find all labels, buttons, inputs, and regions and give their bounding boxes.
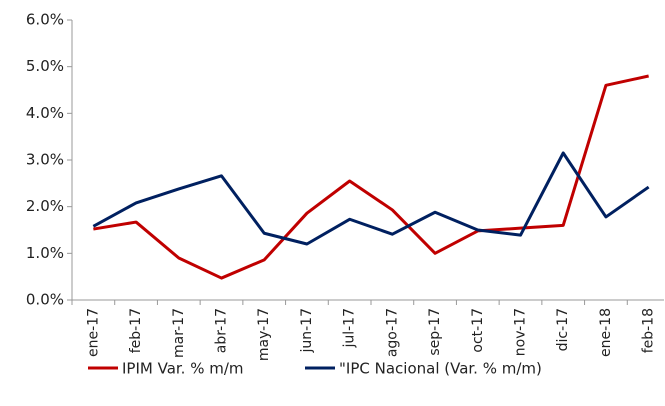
y-tick-label: 2.0% — [26, 197, 64, 215]
x-tick-label: oct-17 — [470, 308, 486, 353]
y-tick-label: 0.0% — [26, 291, 64, 309]
y-tick-label: 6.0% — [26, 11, 64, 29]
legend-label: "IPC Nacional (Var. % m/m) — [339, 360, 542, 378]
x-tick-label: jul-17 — [342, 308, 358, 349]
x-tick-label: ago-17 — [384, 308, 400, 357]
x-tick-label: feb-18 — [641, 308, 657, 353]
x-tick-label: nov-17 — [513, 308, 529, 356]
y-tick-label: 3.0% — [26, 151, 64, 169]
x-tick-label: jun-17 — [299, 308, 315, 354]
legend-label: IPIM Var. % m/m — [122, 360, 244, 378]
x-tick-label: dic-17 — [555, 308, 571, 351]
series-line — [92, 151, 650, 246]
x-tick-label: mar-17 — [171, 308, 187, 358]
y-tick-label: 5.0% — [26, 57, 64, 75]
x-tick-label: abr-17 — [214, 308, 230, 353]
x-tick-label: may-17 — [256, 308, 272, 361]
x-tick-label: feb-17 — [128, 308, 144, 353]
y-tick-label: 1.0% — [26, 244, 64, 262]
x-tick-label: ene-18 — [598, 308, 614, 357]
x-tick-label: sep-17 — [427, 308, 443, 356]
y-tick-label: 4.0% — [26, 104, 64, 122]
series-line — [93, 74, 649, 280]
x-tick-label: ene-17 — [85, 308, 101, 357]
